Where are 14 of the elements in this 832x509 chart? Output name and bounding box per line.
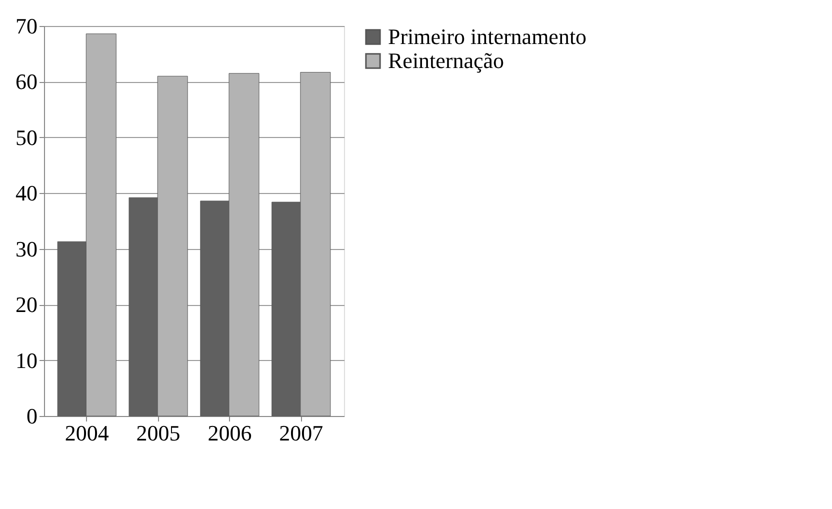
y-tick-label: 70 [16,14,38,38]
x-tick-label: 2006 [208,420,252,446]
y-tick-label: 40 [16,180,38,206]
x-tick-label: 2004 [64,420,109,446]
legend-label: Primeiro internamento [388,24,587,49]
y-tick-label: 50 [16,124,38,150]
y-tick-label: 30 [16,236,38,262]
y-tick-label: 10 [16,348,38,373]
y-tick-label: 0 [26,404,38,428]
legend-label: Reinternação [388,48,504,73]
y-tick-label: 20 [16,292,38,318]
x-tick-label: 2007 [279,420,324,446]
x-tick-label: 2005 [136,420,180,446]
y-tick-label: 60 [16,69,38,94]
